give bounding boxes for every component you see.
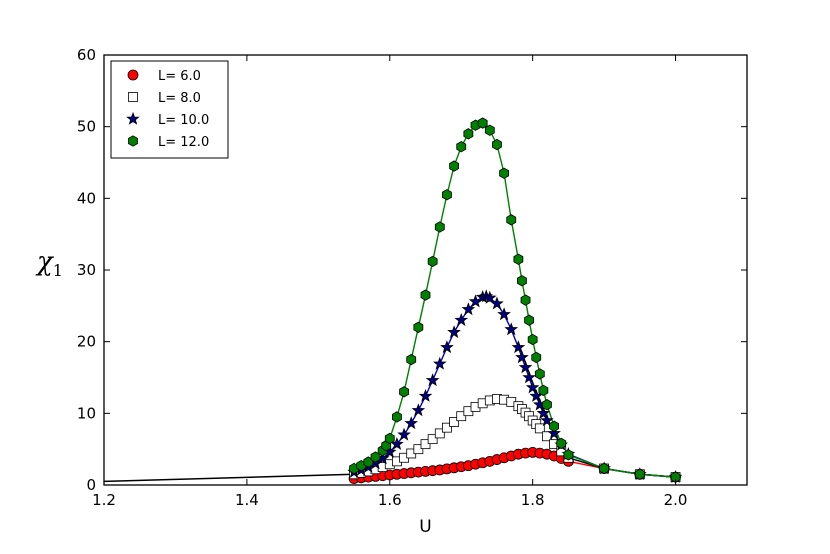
data-point-l-12-0 — [563, 449, 574, 461]
data-point-l-8-0 — [534, 423, 545, 434]
data-point-l-12-0 — [527, 333, 538, 346]
data-point-l-12-0 — [506, 214, 517, 226]
data-point-l-10-0 — [518, 360, 533, 374]
data-point-l-10-0 — [536, 406, 551, 420]
data-point-l-8-0 — [420, 439, 431, 450]
data-point-l-12-0 — [542, 399, 552, 411]
data-point-l-12-0 — [534, 368, 545, 380]
data-point-l-10-0 — [411, 403, 426, 417]
y-axis-title-subscript: 1 — [53, 261, 63, 280]
data-point-l-10-0 — [515, 350, 529, 364]
data-point-l-12-0 — [434, 221, 445, 233]
data-point-l-10-0 — [418, 388, 433, 402]
data-point-l-10-0 — [425, 373, 440, 387]
data-point-l-12-0 — [538, 384, 549, 397]
data-point-l-12-0 — [456, 141, 467, 153]
legend-label: L= 12.0 — [158, 135, 209, 150]
legend-label: L= 8.0 — [158, 91, 201, 106]
data-point-l-12-0 — [556, 437, 567, 450]
data-point-l-12-0 — [499, 167, 509, 179]
data-point-l-12-0 — [399, 386, 409, 398]
x-axis: 1.2 1.4 1.6 1.8 2.0 — [92, 55, 687, 509]
data-point-l-12-0 — [549, 420, 559, 432]
data-point-l-12-0 — [427, 255, 438, 268]
y-tick-label: 40 — [77, 189, 96, 207]
data-point-l-12-0 — [477, 117, 488, 129]
y-tick-label: 60 — [77, 46, 96, 64]
data-point-l-8-0 — [442, 422, 452, 433]
data-point-l-10-0 — [397, 427, 411, 441]
legend-label: L= 10.0 — [158, 113, 209, 128]
data-point-l-10-0 — [490, 296, 504, 310]
data-point-l-8-0 — [456, 411, 467, 422]
data-point-l-12-0 — [524, 314, 534, 326]
y-tick-label: 0 — [86, 476, 96, 494]
data-point-l-12-0 — [449, 160, 459, 172]
data-point-l-12-0 — [413, 321, 424, 333]
data-point-l-12-0 — [513, 253, 524, 265]
x-tick-label: 2.0 — [664, 491, 688, 509]
x-tick-label: 1.8 — [521, 491, 545, 509]
y-tick-label: 30 — [77, 261, 96, 279]
data-point-l-8-0 — [413, 444, 424, 455]
legend-marker-l-10-0 — [126, 111, 140, 125]
data-point-l-12-0 — [420, 289, 431, 301]
data-point-l-12-0 — [517, 275, 527, 287]
data-point-l-10-0 — [461, 302, 476, 316]
series-markers — [347, 117, 683, 484]
data-point-l-8-0 — [449, 417, 459, 427]
data-point-l-12-0 — [463, 128, 474, 140]
data-point-l-10-0 — [440, 340, 454, 354]
y-axis-title-symbol: χ — [35, 247, 55, 277]
data-point-l-12-0 — [634, 468, 645, 480]
baseline-line — [103, 473, 355, 483]
data-point-l-12-0 — [384, 432, 395, 445]
legend-label: L= 6.0 — [158, 69, 201, 84]
data-point-l-10-0 — [522, 370, 536, 384]
legend-marker-l-6-0 — [127, 69, 139, 81]
x-axis-title: U — [419, 517, 431, 537]
data-point-l-8-0 — [427, 434, 438, 445]
y-axis-title: χ1 — [35, 247, 63, 280]
data-point-l-10-0 — [432, 356, 447, 370]
data-point-l-12-0 — [442, 189, 452, 201]
data-point-l-10-0 — [454, 313, 469, 326]
data-point-l-10-0 — [404, 416, 419, 430]
data-point-l-10-0 — [447, 325, 461, 339]
data-point-l-10-0 — [547, 426, 561, 440]
legend-marker-l-12-0 — [128, 135, 138, 147]
legend-marker-l-8-0 — [128, 92, 138, 102]
y-tick-label: 50 — [77, 118, 96, 136]
data-point-l-10-0 — [497, 307, 511, 321]
data-point-l-12-0 — [599, 462, 610, 475]
data-point-l-10-0 — [525, 380, 540, 394]
y-tick-label: 20 — [77, 333, 96, 351]
y-axis: 0 10 20 30 40 50 60 — [77, 46, 747, 494]
x-tick-label: 1.2 — [92, 491, 116, 509]
data-point-l-10-0 — [482, 290, 497, 304]
data-point-l-12-0 — [392, 411, 402, 423]
data-point-l-10-0 — [511, 340, 526, 354]
data-point-l-10-0 — [540, 413, 554, 427]
data-point-l-12-0 — [492, 138, 502, 151]
data-point-l-10-0 — [504, 322, 519, 336]
data-point-l-8-0 — [434, 428, 445, 439]
data-point-l-12-0 — [406, 353, 417, 366]
x-tick-label: 1.4 — [235, 491, 259, 509]
legend: L= 6.0 L= 8.0 L= 10.0 L= 12.0 — [110, 60, 229, 159]
data-point-l-12-0 — [520, 294, 531, 306]
data-point-l-12-0 — [531, 351, 542, 364]
x-tick-label: 1.6 — [378, 491, 402, 509]
y-tick-label: 10 — [77, 404, 96, 422]
data-point-l-12-0 — [484, 124, 495, 136]
